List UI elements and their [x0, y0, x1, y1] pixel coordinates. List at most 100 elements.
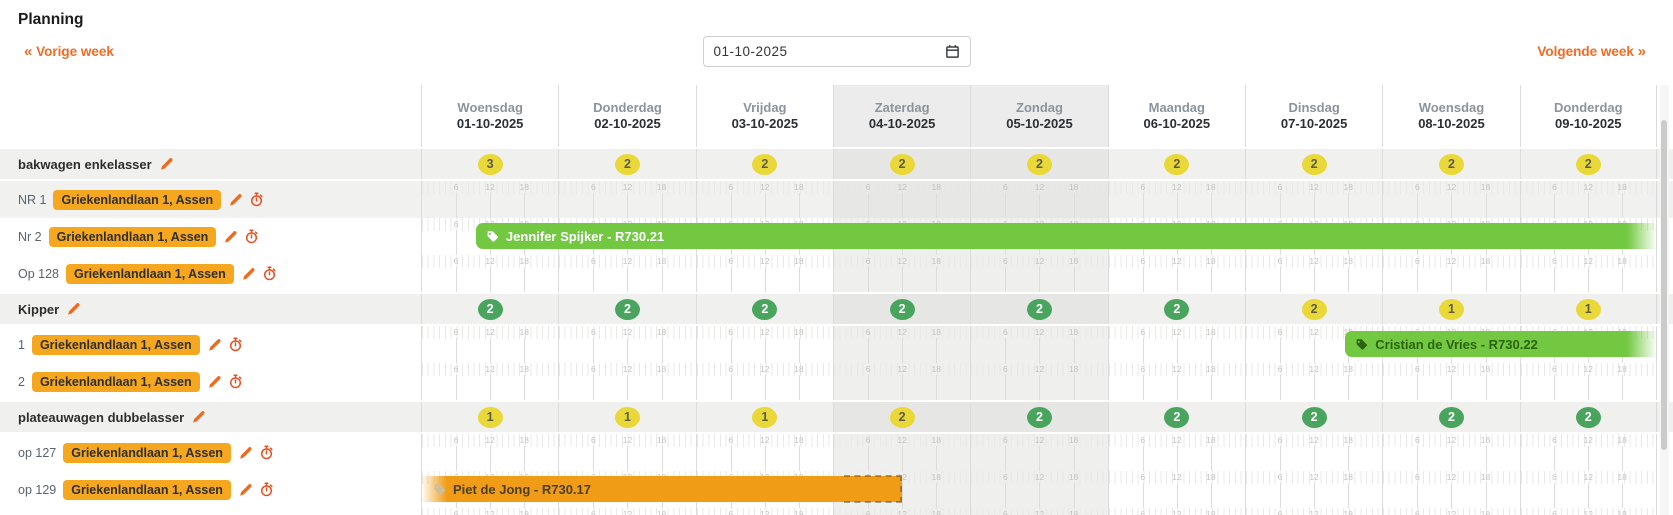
edit-pencil-icon[interactable] [207, 375, 221, 389]
day-cell: 2 [558, 149, 695, 179]
hour-tick-line [490, 193, 492, 218]
edit-pencil-icon[interactable] [223, 230, 237, 244]
hour-tick-line [1417, 267, 1419, 292]
hour-tick-line [1314, 483, 1316, 508]
hour-tick-label: 12 [622, 256, 633, 266]
day-cell: 6 12 18 [832, 181, 971, 218]
hour-tick-label: 18 [1480, 182, 1491, 192]
hour-tick-line [456, 375, 458, 400]
edit-pencil-icon[interactable] [159, 157, 173, 171]
hour-tick-label: 18 [1343, 509, 1353, 515]
hour-tick-line [1142, 446, 1144, 471]
hour-tick-line [1314, 338, 1316, 363]
scrollbar-thumb[interactable] [1661, 120, 1667, 450]
day-cell: 2 [970, 402, 1108, 432]
hour-tick-label: 12 [485, 182, 495, 192]
hour-tick-label: 18 [1206, 327, 1216, 337]
availability-badge: 2 [1301, 153, 1327, 175]
hour-tick-label: 6 [728, 364, 734, 374]
hour-tick-label: 6 [1140, 182, 1146, 192]
timer-icon[interactable] [262, 266, 277, 281]
hour-tick-label: 12 [1034, 182, 1045, 192]
day-cell: 6 12 18 [558, 181, 696, 218]
timer-icon[interactable] [259, 482, 274, 497]
hour-tick-label: 18 [1068, 435, 1079, 445]
timer-icon[interactable] [249, 192, 264, 207]
hour-tick-line [936, 446, 938, 471]
edit-pencil-icon[interactable] [207, 338, 221, 352]
hour-tick-label: 18 [1480, 509, 1491, 515]
hour-tick-line [456, 230, 458, 255]
machine-label-cell: NR 1 Griekenlandlaan 1, Assen [0, 181, 421, 218]
machine-row: Op 128 Griekenlandlaan 1, Assen 6 12 18 6 12 18… [0, 255, 1673, 292]
hour-tick-line [627, 193, 629, 218]
hour-tick-label: 18 [1480, 435, 1491, 445]
day-date: 03-10-2025 [731, 116, 799, 131]
group-label: Kipper [18, 301, 60, 317]
previous-week-link[interactable]: « Vorige week [24, 43, 114, 60]
availability-badge: 2 [614, 298, 640, 320]
edit-pencil-icon[interactable] [191, 410, 205, 424]
hour-tick-label: 6 [591, 435, 596, 445]
day-cell: 6 12 18 [970, 255, 1108, 292]
hour-tick-label: 6 [591, 364, 596, 374]
hour-tick-label: 18 [656, 509, 667, 515]
day-cell: 6 12 18 [695, 181, 834, 218]
hour-tick-line [1451, 375, 1453, 400]
hour-tick-label: 18 [1206, 472, 1216, 482]
hour-tick-label: 6 [1552, 472, 1557, 482]
day-cell: 6 12 18 [1107, 326, 1246, 363]
hour-tick-label: 6 [1415, 509, 1420, 515]
hour-tick-label: 18 [1206, 256, 1216, 266]
hour-tick-label: 12 [1172, 509, 1182, 515]
edit-pencil-icon[interactable] [228, 193, 242, 207]
day-name: Zondag [1016, 100, 1063, 115]
availability-badge: 1 [477, 406, 503, 428]
calendar-icon[interactable] [945, 44, 960, 59]
hour-tick-label: 18 [931, 472, 941, 482]
timer-icon[interactable] [228, 374, 243, 389]
day-cell: 1 [1519, 294, 1657, 324]
tag-icon [1355, 338, 1368, 351]
day-cell: 6 12 18 [1519, 471, 1657, 508]
hour-tick-label: 12 [897, 509, 907, 515]
day-cell: 6 12 18 [832, 508, 971, 515]
machine-number: op 129 [18, 482, 57, 497]
hour-tick-label: 6 [1003, 182, 1008, 192]
day-cell: 6 12 18 [970, 471, 1108, 508]
edit-pencil-icon[interactable] [241, 267, 255, 281]
hour-tick-label: 18 [1343, 182, 1353, 192]
edit-pencil-icon[interactable] [238, 483, 252, 497]
hour-tick-line [1005, 193, 1007, 218]
timer-icon[interactable] [244, 229, 259, 244]
hour-tick-label: 12 [760, 435, 770, 445]
hour-tick-label: 12 [1172, 364, 1182, 374]
edit-pencil-icon[interactable] [66, 302, 80, 316]
availability-badge: 3 [477, 153, 503, 175]
hour-tick-label: 12 [1309, 256, 1319, 266]
hour-tick-label: 12 [1583, 435, 1594, 445]
hour-tick-label: 6 [1277, 327, 1283, 337]
hour-tick-label: 12 [760, 364, 770, 374]
timer-icon[interactable] [259, 445, 274, 460]
hour-tick-line [456, 267, 458, 292]
timer-icon[interactable] [228, 337, 243, 352]
assignment-bar[interactable]: Jennifer Spijker - R730.21 [475, 223, 1657, 249]
next-week-link[interactable]: Volgende week » [1537, 43, 1646, 60]
assignment-bar[interactable]: Cristian de Vries - R730.22 [1345, 331, 1657, 357]
hour-tick-label: 18 [931, 327, 941, 337]
hour-tick-label: 18 [656, 256, 667, 266]
date-input[interactable]: 01-10-2025 [702, 36, 971, 67]
hour-tick-line [902, 193, 904, 218]
hour-tick-line [627, 338, 629, 363]
hour-tick-line [593, 338, 595, 363]
hour-tick-label: 6 [1140, 364, 1146, 374]
hour-tick-line [936, 267, 938, 292]
day-cell: 6 12 18 [1244, 181, 1383, 218]
hour-tick-label: 18 [794, 327, 804, 337]
hour-tick-line [524, 338, 526, 363]
assignment-bar[interactable]: Piet de Jong - R730.17 [421, 475, 902, 503]
day-cell: 6 12 18 [970, 508, 1108, 515]
edit-pencil-icon[interactable] [238, 446, 252, 460]
hour-tick-label: 18 [1617, 182, 1627, 192]
